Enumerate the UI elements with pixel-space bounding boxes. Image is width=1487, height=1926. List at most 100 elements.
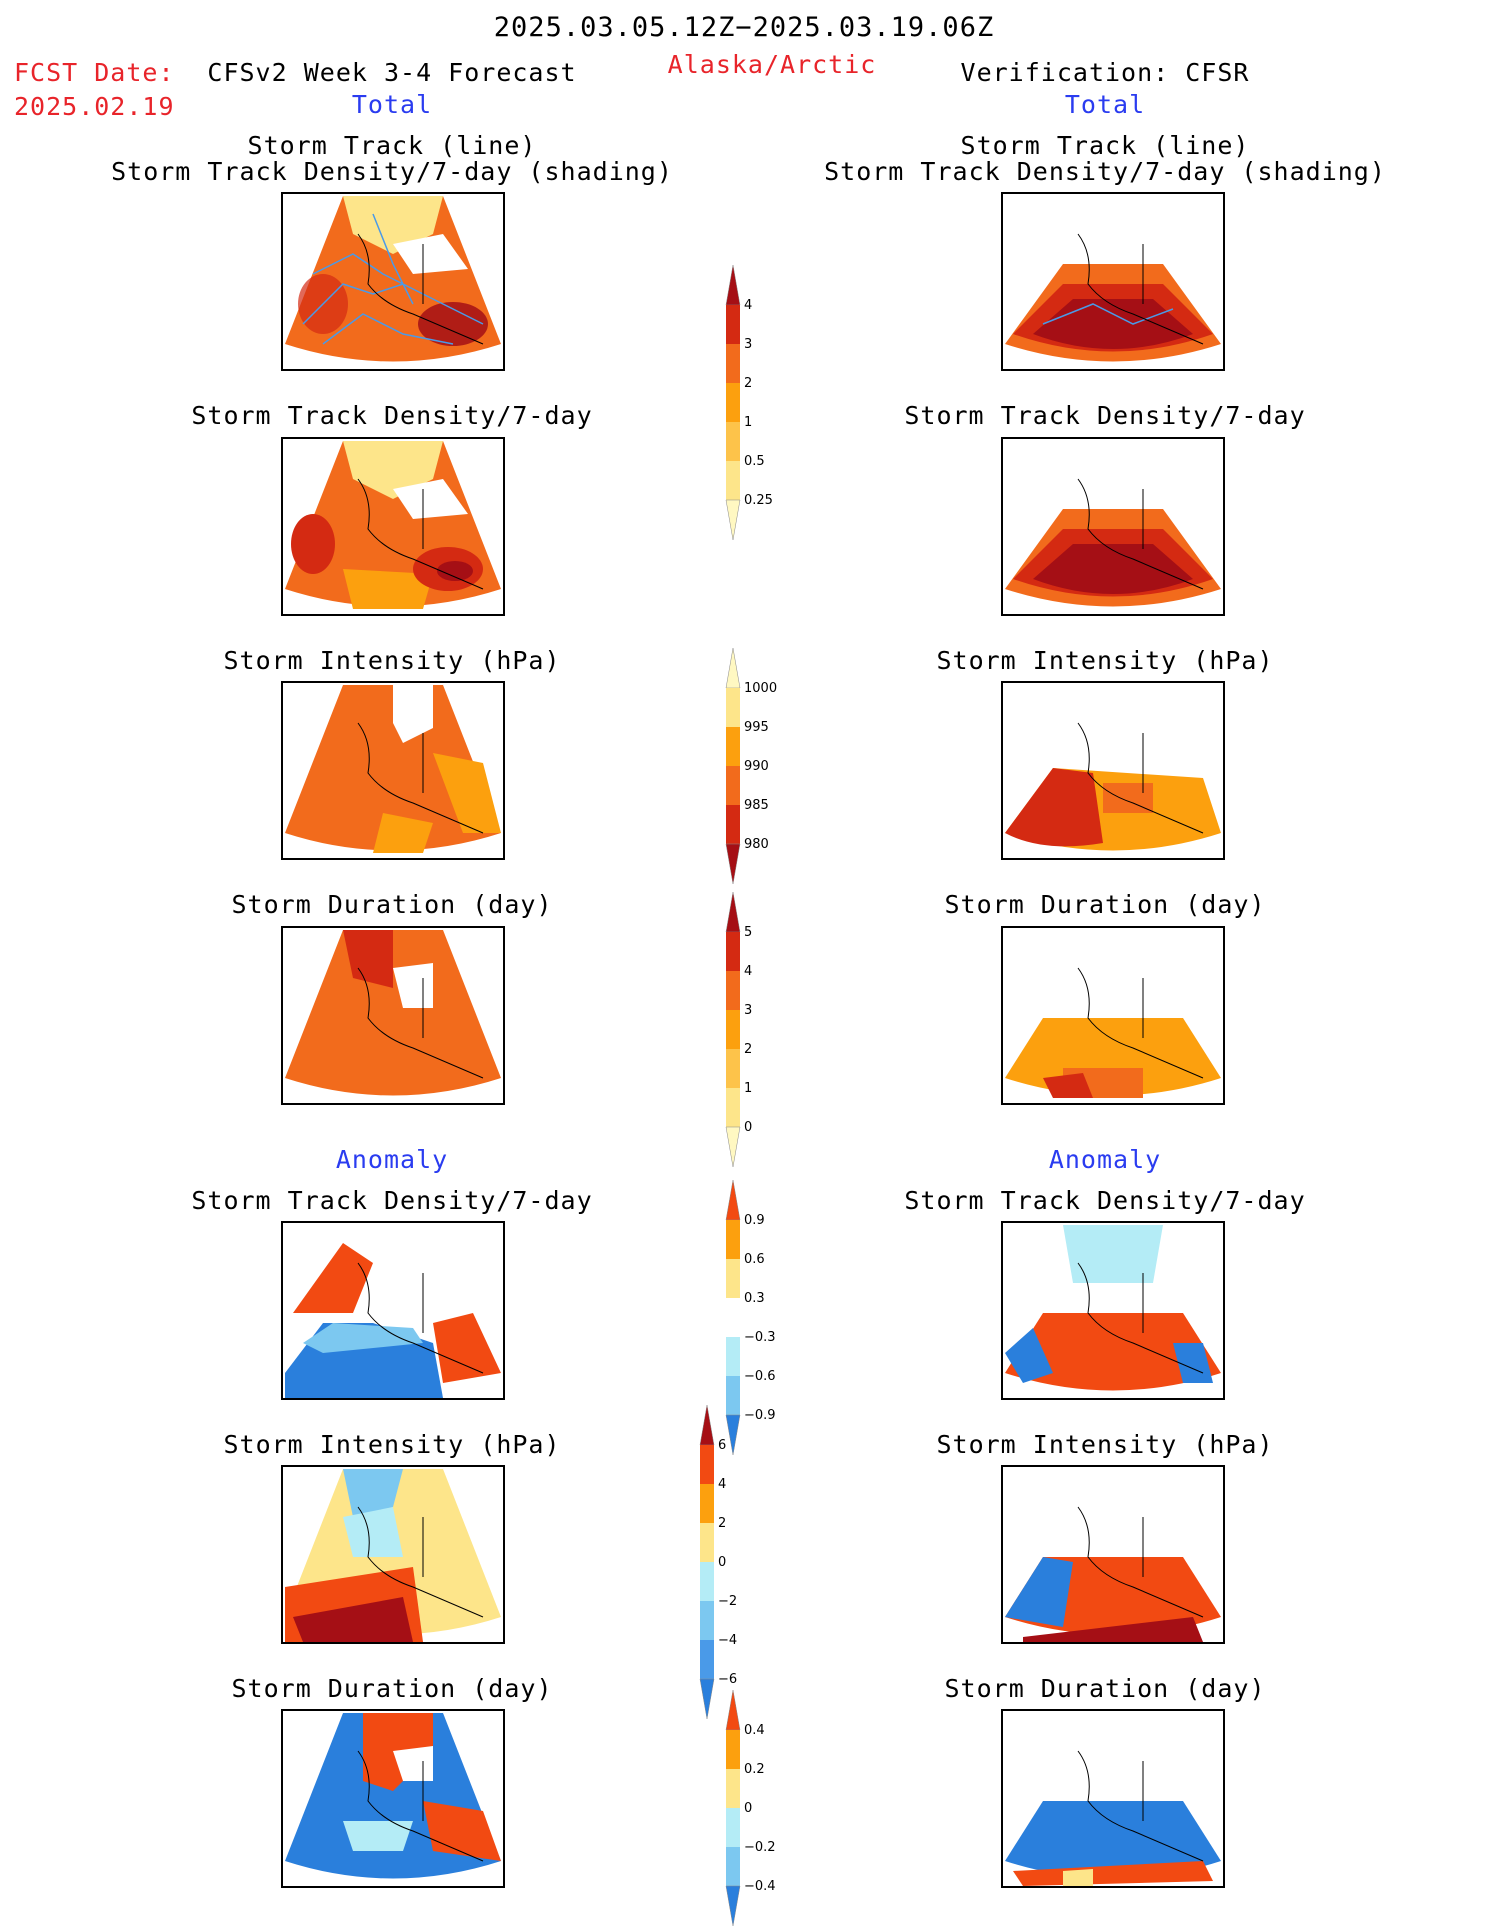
map-graphic <box>285 685 501 853</box>
colorbar-tick-label: 2 <box>744 1042 752 1057</box>
colorbar-swatch <box>726 1088 740 1127</box>
right-anom-density-map <box>1001 1221 1225 1400</box>
colorbar-tick-label: 4 <box>718 1477 726 1492</box>
anom_density-colorbar-graphic: 0.9 0.6 0.3 −0.3 −0.6 −0.9 <box>725 1179 776 1456</box>
colorbar-top-arrow <box>699 1404 715 1446</box>
anom-density-colorbar: 0.9 0.6 0.3 −0.3 −0.6 −0.9 <box>725 1179 806 1456</box>
colorbar-swatch <box>726 422 740 461</box>
colorbar-tick-label: −0.2 <box>744 1840 776 1855</box>
colorbar-swatch <box>726 971 740 1010</box>
left-track-line-title: Storm Track (line) <box>247 131 537 160</box>
right-anomaly-label: Anomaly <box>1048 1145 1162 1174</box>
colorbar-tick-label: −0.3 <box>744 1330 776 1345</box>
colorbar-top-arrow <box>725 891 741 933</box>
anom-intensity-colorbar: 6 4 2 0 −2 −4 −6 <box>699 1404 780 1720</box>
right-track-shading-title: Storm Track Density/7-day (shading) <box>824 157 1386 186</box>
colorbar-bottom-arrow <box>725 1414 741 1456</box>
colorbar-swatch <box>726 1376 740 1415</box>
right-anom-intensity-map <box>1001 1465 1225 1644</box>
colorbar-tick-label: 1 <box>744 1081 752 1096</box>
colorbar-tick-label: −0.6 <box>744 1369 776 1384</box>
colorbar-tick-label: −0.4 <box>744 1879 776 1894</box>
colorbar-tick-label: 0 <box>744 1120 752 1135</box>
colorbar-bottom-arrow <box>725 1885 741 1926</box>
colorbar-tick-label: 3 <box>744 1003 752 1018</box>
colorbar-swatch <box>700 1601 714 1640</box>
map-graphic <box>285 1225 501 1398</box>
left-density-map <box>281 437 505 616</box>
colorbar-tick-label: 0.4 <box>744 1723 765 1738</box>
left-track-line-map <box>281 192 505 371</box>
density-colorbar-graphic: 4 3 2 1 0.5 0.25 <box>725 264 773 541</box>
map-graphic <box>285 930 501 1096</box>
colorbar-swatch <box>726 1220 740 1259</box>
colorbar-tick-label: 0 <box>744 1801 752 1816</box>
colorbar-top-arrow <box>725 1689 741 1731</box>
colorbar-swatch <box>726 766 740 805</box>
left-anom-density-map <box>281 1221 505 1400</box>
colorbar-top-arrow <box>725 264 741 306</box>
colorbar-bottom-arrow <box>699 1678 715 1720</box>
map-graphic <box>285 196 501 362</box>
right-duration-map <box>1001 926 1225 1105</box>
colorbar-tick-label: 0.6 <box>744 1252 765 1267</box>
map-graphic <box>1005 1750 1221 1886</box>
colorbar-tick-label: 985 <box>744 798 769 813</box>
colorbar-swatch <box>726 344 740 383</box>
map-graphic <box>1005 233 1221 362</box>
colorbar-tick-label: 5 <box>744 925 752 940</box>
colorbar-swatch <box>700 1445 714 1484</box>
colorbar-swatch <box>726 805 740 844</box>
colorbar-tick-label: 0.2 <box>744 1762 765 1777</box>
right-track-line-title: Storm Track (line) <box>960 131 1250 160</box>
fcst-date-label: FCST Date: <box>14 58 175 87</box>
map-graphic <box>1005 722 1221 851</box>
duration-colorbar: 5 4 3 2 1 0 <box>725 891 806 1168</box>
map-graphic <box>285 1713 501 1879</box>
colorbar-tick-label: 3 <box>744 337 752 352</box>
left-intensity-map <box>281 681 505 860</box>
map-graphic <box>1005 478 1221 607</box>
left-total-label: Total <box>351 90 433 119</box>
left-anomaly-label: Anomaly <box>335 1145 449 1174</box>
region-title: Alaska/Arctic <box>667 50 877 79</box>
colorbar-tick-label: −2 <box>718 1594 737 1609</box>
density-colorbar: 4 3 2 1 0.5 0.25 <box>725 264 806 541</box>
right-anom-duration-title: Storm Duration (day) <box>944 1674 1266 1703</box>
right-density-title: Storm Track Density/7-day <box>904 401 1306 430</box>
colorbar-tick-label: −6 <box>718 1672 737 1687</box>
colorbar-swatch <box>700 1523 714 1562</box>
colorbar-tick-label: 1 <box>744 415 752 430</box>
map-graphic <box>1005 967 1221 1098</box>
colorbar-swatch <box>726 1010 740 1049</box>
colorbar-tick-label: 4 <box>744 964 752 979</box>
colorbar-swatch <box>700 1640 714 1679</box>
duration-colorbar-graphic: 5 4 3 2 1 0 <box>725 891 752 1168</box>
colorbar-top-arrow <box>725 1179 741 1221</box>
map-graphic <box>285 441 501 609</box>
colorbar-swatch <box>726 1769 740 1808</box>
colorbar-swatch <box>726 1847 740 1886</box>
right-anom-intensity-title: Storm Intensity (hPa) <box>936 1430 1274 1459</box>
colorbar-tick-label: 1000 <box>744 681 777 696</box>
map-graphic <box>285 1469 501 1642</box>
colorbar-tick-label: 0.9 <box>744 1213 765 1228</box>
colorbar-swatch <box>726 1259 740 1298</box>
left-track-shading-title: Storm Track Density/7-day (shading) <box>111 157 673 186</box>
colorbar-tick-label: −0.9 <box>744 1408 776 1423</box>
map-graphic <box>1005 1225 1221 1391</box>
model-title: CFSv2 Week 3-4 Forecast <box>207 58 577 87</box>
colorbar-swatch <box>700 1562 714 1601</box>
left-duration-map <box>281 926 505 1105</box>
colorbar-swatch <box>726 688 740 727</box>
anom-duration-colorbar: 0.4 0.2 0 −0.2 −0.4 <box>725 1689 806 1926</box>
colorbar-tick-label: 4 <box>744 298 752 313</box>
colorbar-bottom-arrow <box>725 843 741 885</box>
colorbar-tick-label: 0.3 <box>744 1291 765 1306</box>
colorbar-tick-label: 2 <box>744 376 752 391</box>
colorbar-tick-label: 990 <box>744 759 769 774</box>
right-anom-density-title: Storm Track Density/7-day <box>904 1186 1306 1215</box>
colorbar-swatch <box>726 1298 740 1337</box>
colorbar-tick-label: 995 <box>744 720 769 735</box>
right-intensity-title: Storm Intensity (hPa) <box>936 646 1274 675</box>
